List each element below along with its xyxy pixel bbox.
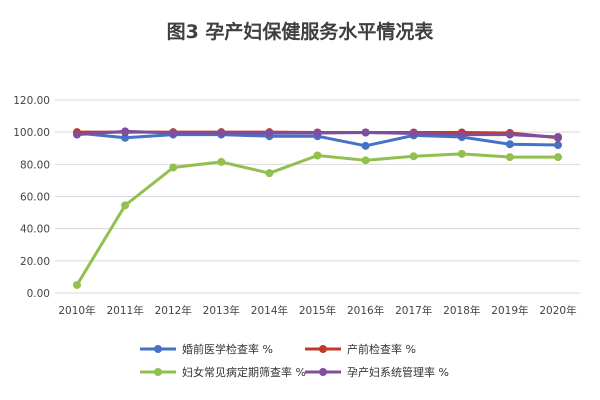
legend-marker — [154, 345, 162, 353]
x-tick-label: 2015年 — [299, 304, 336, 317]
data-point — [313, 128, 322, 137]
x-tick-label: 2020年 — [539, 304, 576, 317]
x-tick-label: 2016年 — [347, 304, 384, 317]
data-point — [313, 151, 322, 160]
data-point — [409, 152, 418, 161]
data-point — [361, 128, 370, 137]
chart-title: 图3 孕产妇保健服务水平情况表 — [167, 20, 435, 43]
data-point — [554, 132, 562, 141]
series-3 — [73, 127, 562, 141]
y-tick-label: 100.00 — [13, 127, 50, 139]
data-point — [73, 130, 81, 139]
series-2 — [73, 149, 562, 289]
legend-item: 婚前医学检查率 % — [140, 342, 273, 356]
data-point — [457, 130, 466, 139]
data-point — [505, 130, 514, 139]
data-point — [457, 149, 466, 158]
data-point — [361, 141, 370, 150]
y-tick-label: 120.00 — [13, 95, 50, 107]
legend-marker — [319, 345, 327, 353]
data-point — [121, 133, 130, 142]
legend-item: 产前检查率 % — [305, 342, 416, 356]
x-tick-label: 2010年 — [58, 304, 95, 317]
x-tick-label: 2011年 — [106, 304, 143, 317]
y-tick-label: 40.00 — [20, 224, 50, 236]
data-point — [505, 140, 514, 149]
y-tick-label: 60.00 — [20, 192, 50, 204]
data-point — [554, 153, 562, 162]
x-tick-label: 2017年 — [395, 304, 432, 317]
series-line — [75, 152, 558, 286]
data-point — [361, 156, 370, 165]
plot-area — [73, 127, 562, 289]
legend-label: 孕产妇系统管理率 % — [347, 365, 449, 379]
data-point — [169, 128, 178, 137]
legend-label: 婚前医学检查率 % — [182, 342, 273, 356]
data-point — [121, 127, 130, 136]
data-point — [121, 201, 130, 210]
data-point — [265, 128, 274, 137]
y-tick-label: 80.00 — [20, 159, 50, 171]
data-point — [265, 169, 274, 178]
x-tick-label: 2018年 — [443, 304, 480, 317]
x-tick-label: 2019年 — [491, 304, 528, 317]
legend-marker — [319, 368, 327, 376]
y-tick-label: 20.00 — [20, 256, 50, 268]
y-axis: 0.00 20.00 40.00 60.00 80.00 100.00 120.00 — [13, 95, 50, 300]
data-point — [505, 153, 514, 162]
data-point — [217, 128, 226, 137]
legend-label: 产前检查率 % — [347, 342, 416, 356]
legend-item: 孕产妇系统管理率 % — [305, 365, 449, 379]
data-point — [217, 157, 226, 166]
legend: 婚前医学检查率 % 产前检查率 % 妇女常见病定期筛查率 % 孕产妇系统管理率 % — [140, 342, 449, 379]
x-tick-label: 2014年 — [251, 304, 288, 317]
legend-label: 妇女常见病定期筛查率 % — [182, 365, 306, 379]
data-point — [73, 280, 81, 289]
x-tick-label: 2013年 — [203, 304, 240, 317]
y-tick-label: 0.00 — [27, 288, 50, 300]
data-point — [409, 129, 418, 138]
data-point — [554, 141, 562, 150]
legend-marker — [154, 368, 162, 376]
data-point — [169, 163, 178, 172]
x-axis: 2010年 2011年 2012年 2013年 2014年 2015年 2016年 2017年… — [58, 304, 576, 317]
legend-item: 妇女常见病定期筛查率 % — [140, 365, 306, 379]
x-tick-label: 2012年 — [155, 304, 192, 317]
